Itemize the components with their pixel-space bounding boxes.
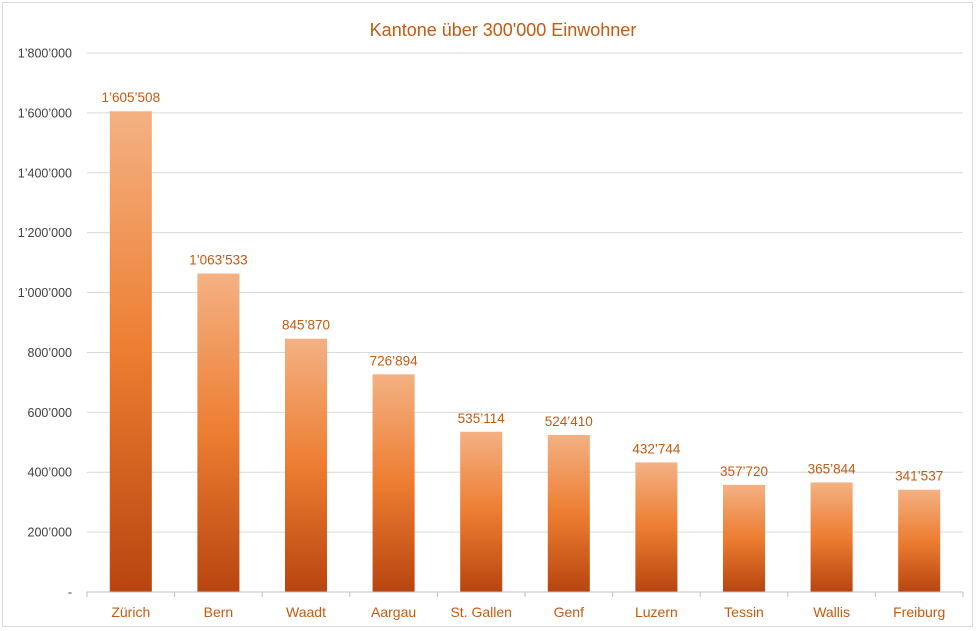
chart-title: Kantone über 300'000 Einwohner: [370, 20, 637, 40]
y-tick-label: 200’000: [28, 526, 73, 540]
x-axis-ticks: Zürich Bern Waadt Aargau St. Gallen Genf Luzer…: [86, 592, 964, 620]
data-label: 357’720: [720, 464, 768, 479]
y-tick-label: 1’200’000: [18, 226, 72, 240]
bars: [109, 111, 941, 592]
bar: [810, 482, 853, 592]
data-label: 1’063’533: [189, 253, 248, 268]
data-labels: 1’605’508 1’063’533 845’870 726’894 535’114 5…: [102, 90, 944, 483]
y-tick-label: -: [68, 586, 72, 600]
bar: [197, 273, 240, 592]
data-label: 1’605’508: [102, 90, 161, 105]
x-tick-label: Wallis: [813, 604, 850, 620]
x-tick-label: Luzern: [635, 604, 678, 620]
x-tick-label: Genf: [554, 604, 584, 620]
y-tick-label: 1’400’000: [18, 166, 72, 180]
y-tick-label: 1’600’000: [18, 106, 72, 120]
data-label: 726’894: [370, 353, 419, 368]
bar: [372, 374, 415, 592]
data-label: 432’744: [632, 441, 681, 456]
bar: [547, 434, 590, 592]
x-tick-label: St. Gallen: [450, 604, 511, 620]
data-label: 524’410: [545, 414, 593, 429]
bar: [898, 489, 941, 592]
bar: [722, 484, 766, 592]
data-label: 341’537: [895, 469, 943, 484]
y-tick-label: 800’000: [28, 346, 73, 360]
x-tick-label: Freiburg: [893, 604, 945, 620]
data-label: 535’114: [458, 411, 506, 426]
x-tick-label: Aargau: [371, 604, 416, 620]
data-label: 845’870: [282, 318, 330, 333]
bar: [460, 431, 503, 592]
y-tick-label: 600’000: [28, 406, 73, 420]
bar: [635, 462, 678, 592]
x-tick-label: Waadt: [286, 604, 326, 620]
x-tick-label: Bern: [204, 604, 234, 620]
x-tick-label: Zürich: [111, 604, 150, 620]
bar: [284, 338, 328, 592]
bar: [109, 111, 152, 592]
data-label: 365’844: [808, 461, 857, 476]
y-axis-ticks: - 200’000 400’000 600’000 800’000 1’000’000 1’…: [18, 47, 72, 600]
x-tick-label: Tessin: [724, 604, 764, 620]
y-tick-label: 1’000’000: [18, 286, 72, 300]
y-tick-label: 400’000: [28, 466, 73, 480]
y-tick-label: 1’800’000: [18, 47, 72, 61]
